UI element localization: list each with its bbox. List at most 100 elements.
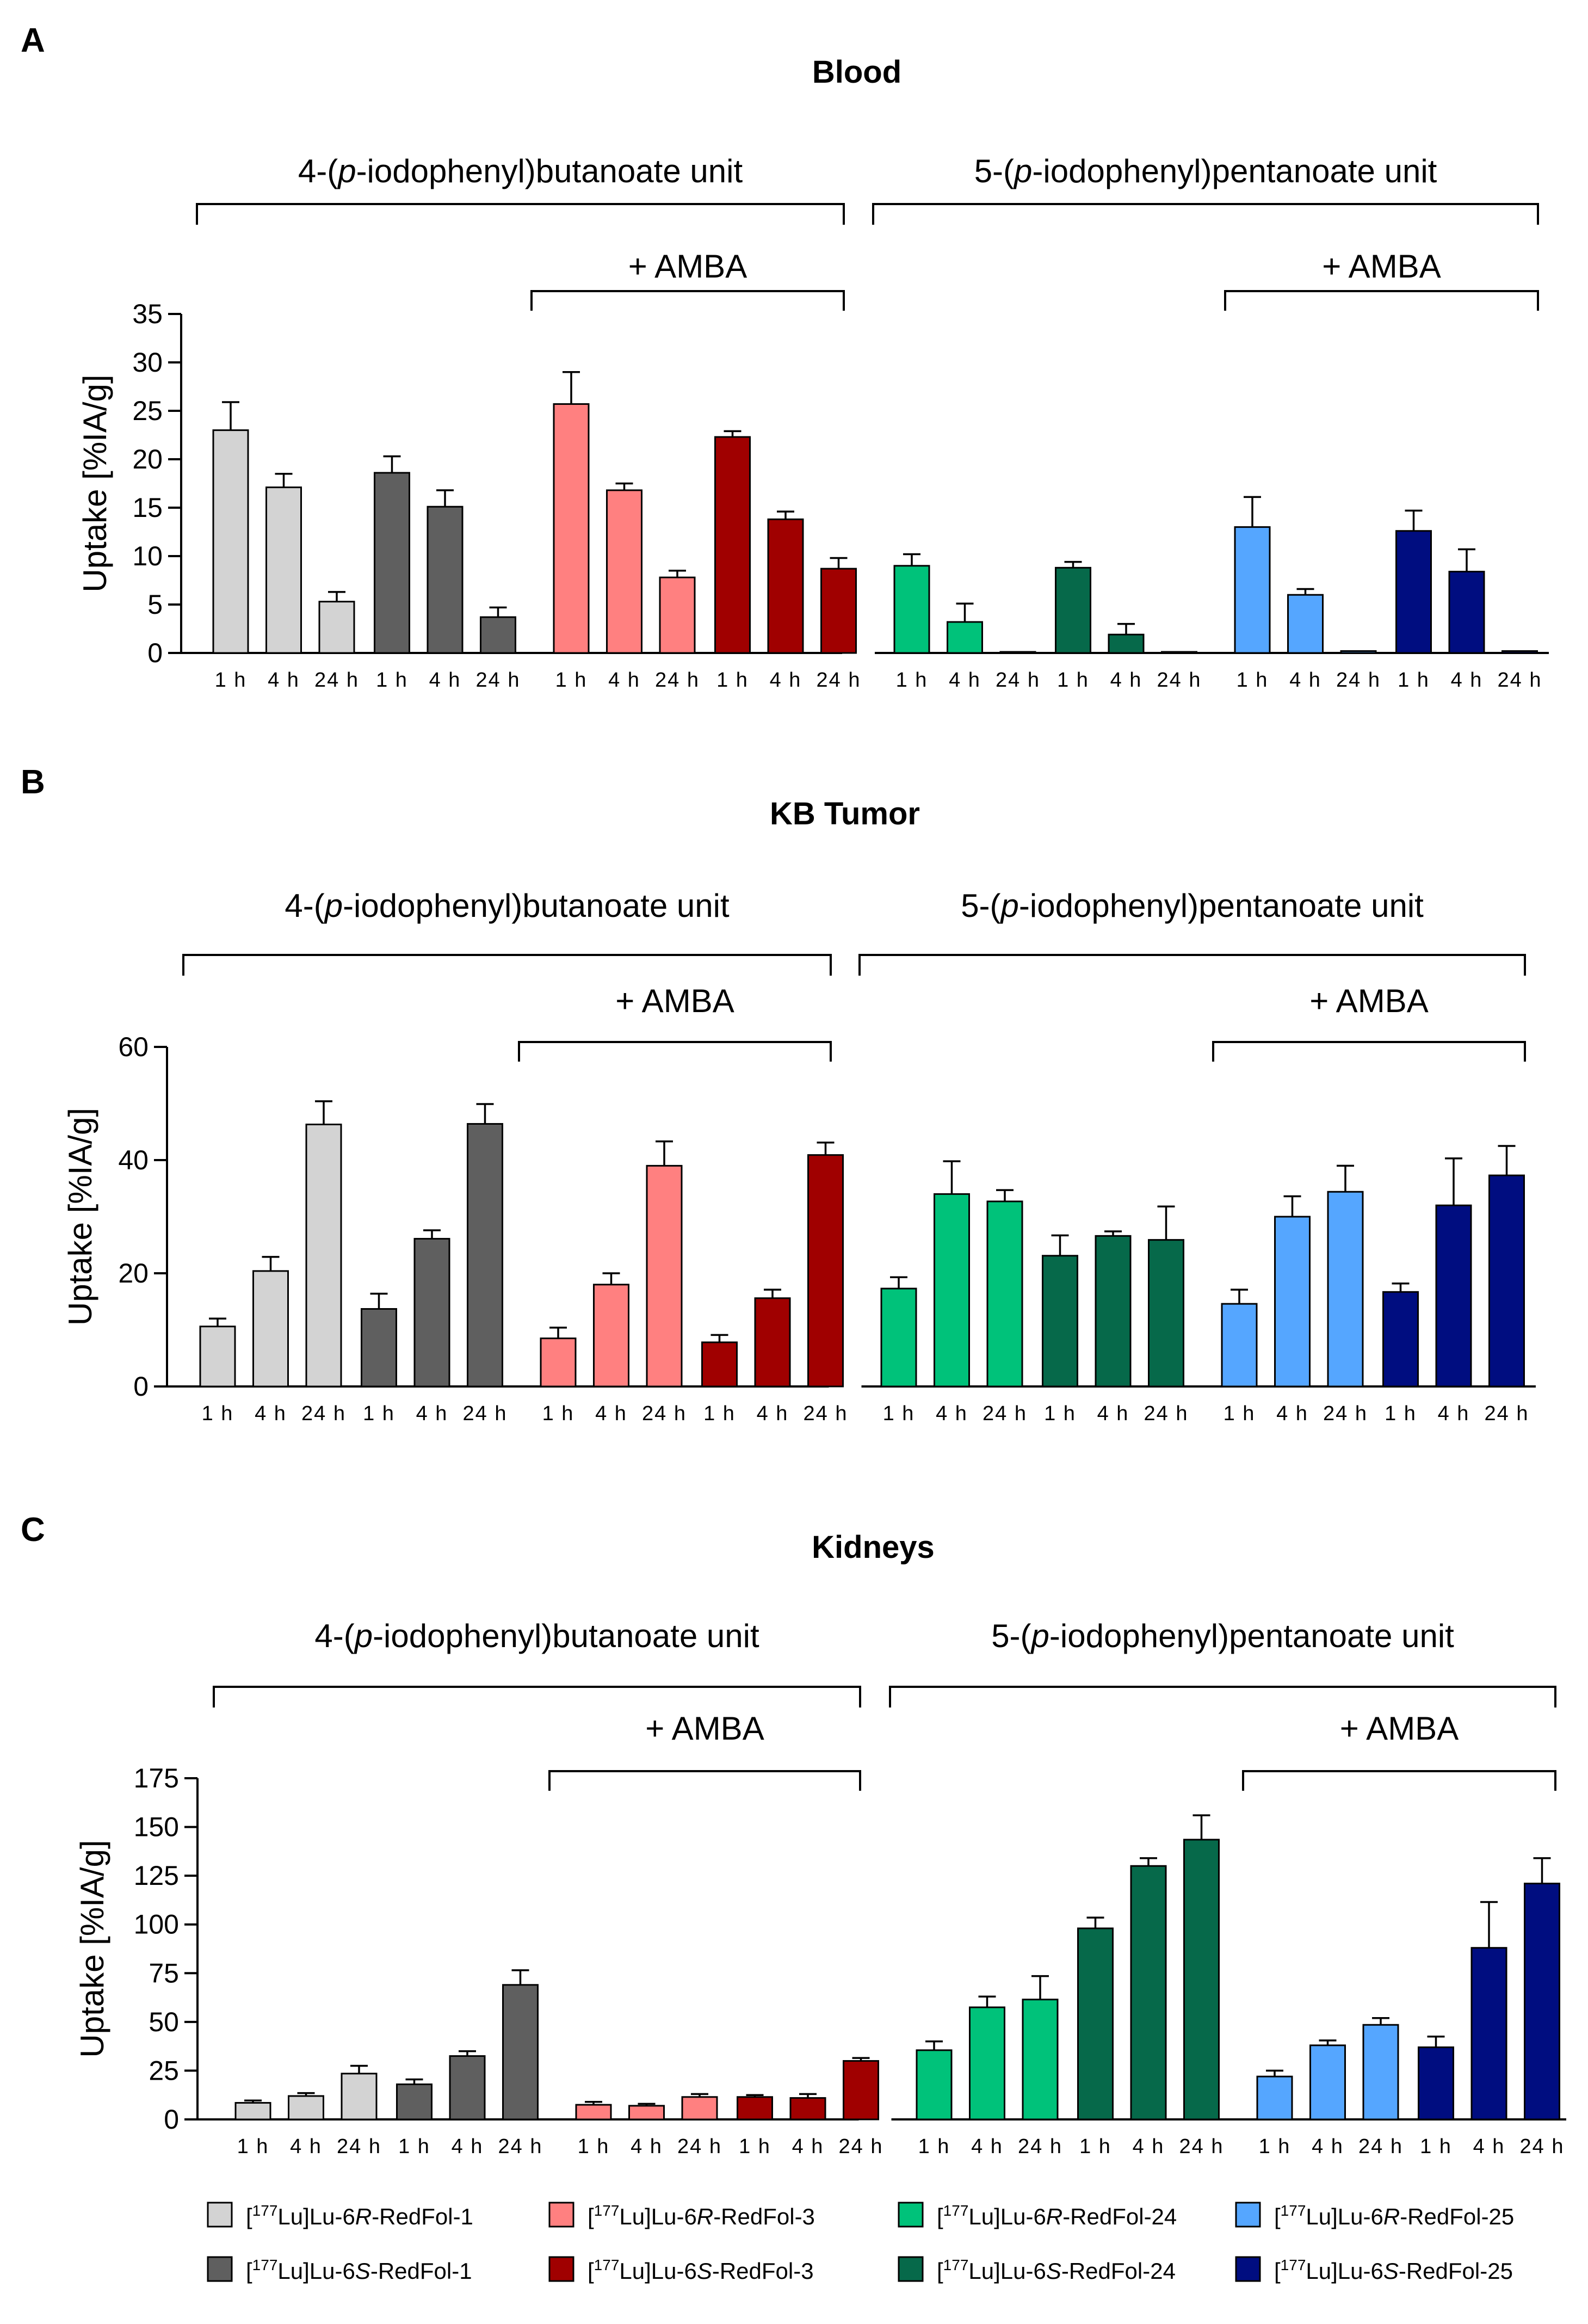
legend-label-suffix: -RedFol-24 (1062, 2204, 1177, 2229)
x-tick-label: 24 h (463, 1402, 508, 1425)
legend-label: [177Lu]Lu-6R-RedFol-3 (588, 2202, 815, 2229)
legend-label-stereo: R (355, 2204, 372, 2229)
bar (1362, 2024, 1399, 2120)
bar (361, 1308, 397, 1388)
series-6: 1 h 4 h 24 h (1256, 2017, 1403, 2158)
amba-label-left: + AMBA (628, 248, 747, 285)
bracket-amba-right (1242, 1770, 1556, 1791)
group-label-butanoate-post: -iodophenyl)butanoate unit (343, 887, 730, 924)
legend-label-isotope: 177 (594, 2257, 620, 2273)
y-tick-label: 30 (132, 347, 163, 378)
y-axis-label: Uptake [%IA/g] (62, 1108, 98, 1326)
bracket-pentanoate (858, 954, 1526, 976)
series-0: 1 h 4 h 24 h (199, 1100, 345, 1425)
bar (1448, 570, 1485, 654)
legend-swatch (548, 2202, 574, 2228)
legend-label-suffix: -RedFol-3 (712, 2258, 814, 2284)
amba-label-right: + AMBA (1322, 248, 1441, 285)
bar (807, 1154, 844, 1388)
x-tick-label: 4 h (255, 1402, 287, 1425)
group-label-pentanoate-post: -iodophenyl)pentanoate unit (1049, 1618, 1454, 1654)
panel-title: KB Tumor (770, 796, 920, 831)
legend-label-isotope: 177 (252, 2202, 278, 2219)
x-tick-label: 1 h (542, 1402, 574, 1425)
bracket-pentanoate (889, 1686, 1556, 1707)
legend-label: [177Lu]Lu-6R-RedFol-24 (937, 2202, 1177, 2229)
amba-label-left: + AMBA (645, 1710, 764, 1747)
x-tick-label: 24 h (337, 2135, 381, 2158)
x-tick-label: 24 h (1179, 2135, 1224, 2158)
x-tick-label: 24 h (804, 1402, 848, 1425)
legend-swatch (1235, 2256, 1261, 2282)
x-tick-label: 24 h (1358, 2135, 1403, 2158)
bar (1287, 594, 1324, 654)
bar (1183, 1839, 1220, 2120)
legend-label: [177Lu]Lu-6S-RedFol-1 (246, 2257, 472, 2284)
x-tick-label: 24 h (642, 1402, 687, 1425)
bar (820, 568, 857, 654)
x-tick-label: 24 h (1018, 2135, 1062, 2158)
legend-label-isotope: 177 (1281, 2257, 1306, 2273)
group-label-butanoate: 4-(p-iodophenyl)butanoate unit (298, 153, 743, 189)
y-tick-label: 75 (149, 1958, 179, 1988)
bar (646, 1164, 683, 1388)
bracket-amba-right (1212, 1041, 1526, 1062)
bracket-butanoate (182, 954, 832, 976)
bar (969, 2006, 1005, 2120)
bar (701, 1341, 738, 1388)
x-tick-label: 4 h (416, 1402, 448, 1425)
bar (540, 1337, 577, 1388)
bar (659, 576, 696, 654)
y-tick-label: 20 (132, 444, 163, 474)
x-tick-label: 24 h (839, 2135, 883, 2158)
y-tick-label: 40 (118, 1145, 149, 1175)
legend-label-mid: Lu]Lu-6 (619, 2258, 696, 2284)
x-tick-label: 24 h (314, 669, 359, 692)
bar (1488, 1174, 1525, 1388)
group-label-pentanoate-pre: 5-( (974, 153, 1014, 189)
x-tick-label: 1 h (1224, 1402, 1256, 1425)
legend-label-isotope: 177 (252, 2257, 278, 2273)
legend-label-stereo: R (1383, 2204, 1400, 2229)
group-label-pentanoate-italic: p (1013, 153, 1032, 189)
x-tick-label: 24 h (476, 669, 521, 692)
bracket-amba-right (1224, 290, 1539, 311)
bar (502, 1984, 539, 2120)
panel-title: Kidneys (812, 1530, 935, 1565)
x-tick-label: 1 h (1057, 669, 1089, 692)
bars: 1 h 4 h 24 h 1 h 4 h 24 h 1 h 4 h 24 h 1 h 4 h 24 h… (212, 371, 1541, 692)
bar (1055, 566, 1091, 654)
legend-label-suffix: -RedFol-25 (1400, 2204, 1514, 2229)
bar (1108, 633, 1145, 654)
x-tick-label: 1 h (1385, 1402, 1417, 1425)
legend-label-prefix: [ (588, 2258, 594, 2284)
bar (252, 1270, 289, 1388)
x-tick-label: 4 h (290, 2135, 322, 2158)
x-tick-label: 1 h (1237, 669, 1269, 692)
legend-label-mid: Lu]Lu-6 (277, 2258, 355, 2284)
bracket-amba-left (548, 1770, 861, 1791)
x-tick-label: 1 h (739, 2135, 771, 2158)
y-tick-label: 150 (134, 1812, 179, 1842)
series-6: 1 h 4 h 24 h (1234, 496, 1380, 692)
bar (413, 1238, 450, 1388)
bar (1274, 1216, 1311, 1388)
legend-item-6S-RedFol-1: [177Lu]Lu-6S-RedFol-1 (207, 2256, 472, 2284)
bar (628, 2105, 665, 2120)
bar (234, 2102, 271, 2120)
group-label-pentanoate: 5-(p-iodophenyl)pentanoate unit (961, 887, 1424, 924)
x-tick-label: 4 h (429, 669, 461, 692)
bracket-butanoate (213, 1686, 861, 1707)
group-label-butanoate-italic: p (324, 887, 343, 924)
x-tick-label: 4 h (1473, 2135, 1505, 2158)
bar (1095, 1235, 1132, 1388)
bar (714, 436, 751, 654)
legend-label-suffix: -RedFol-25 (1399, 2258, 1513, 2284)
bar (1309, 2044, 1346, 2120)
legend-label-suffix: -RedFol-1 (372, 2204, 473, 2229)
legend-label-suffix: -RedFol-24 (1061, 2258, 1176, 2284)
